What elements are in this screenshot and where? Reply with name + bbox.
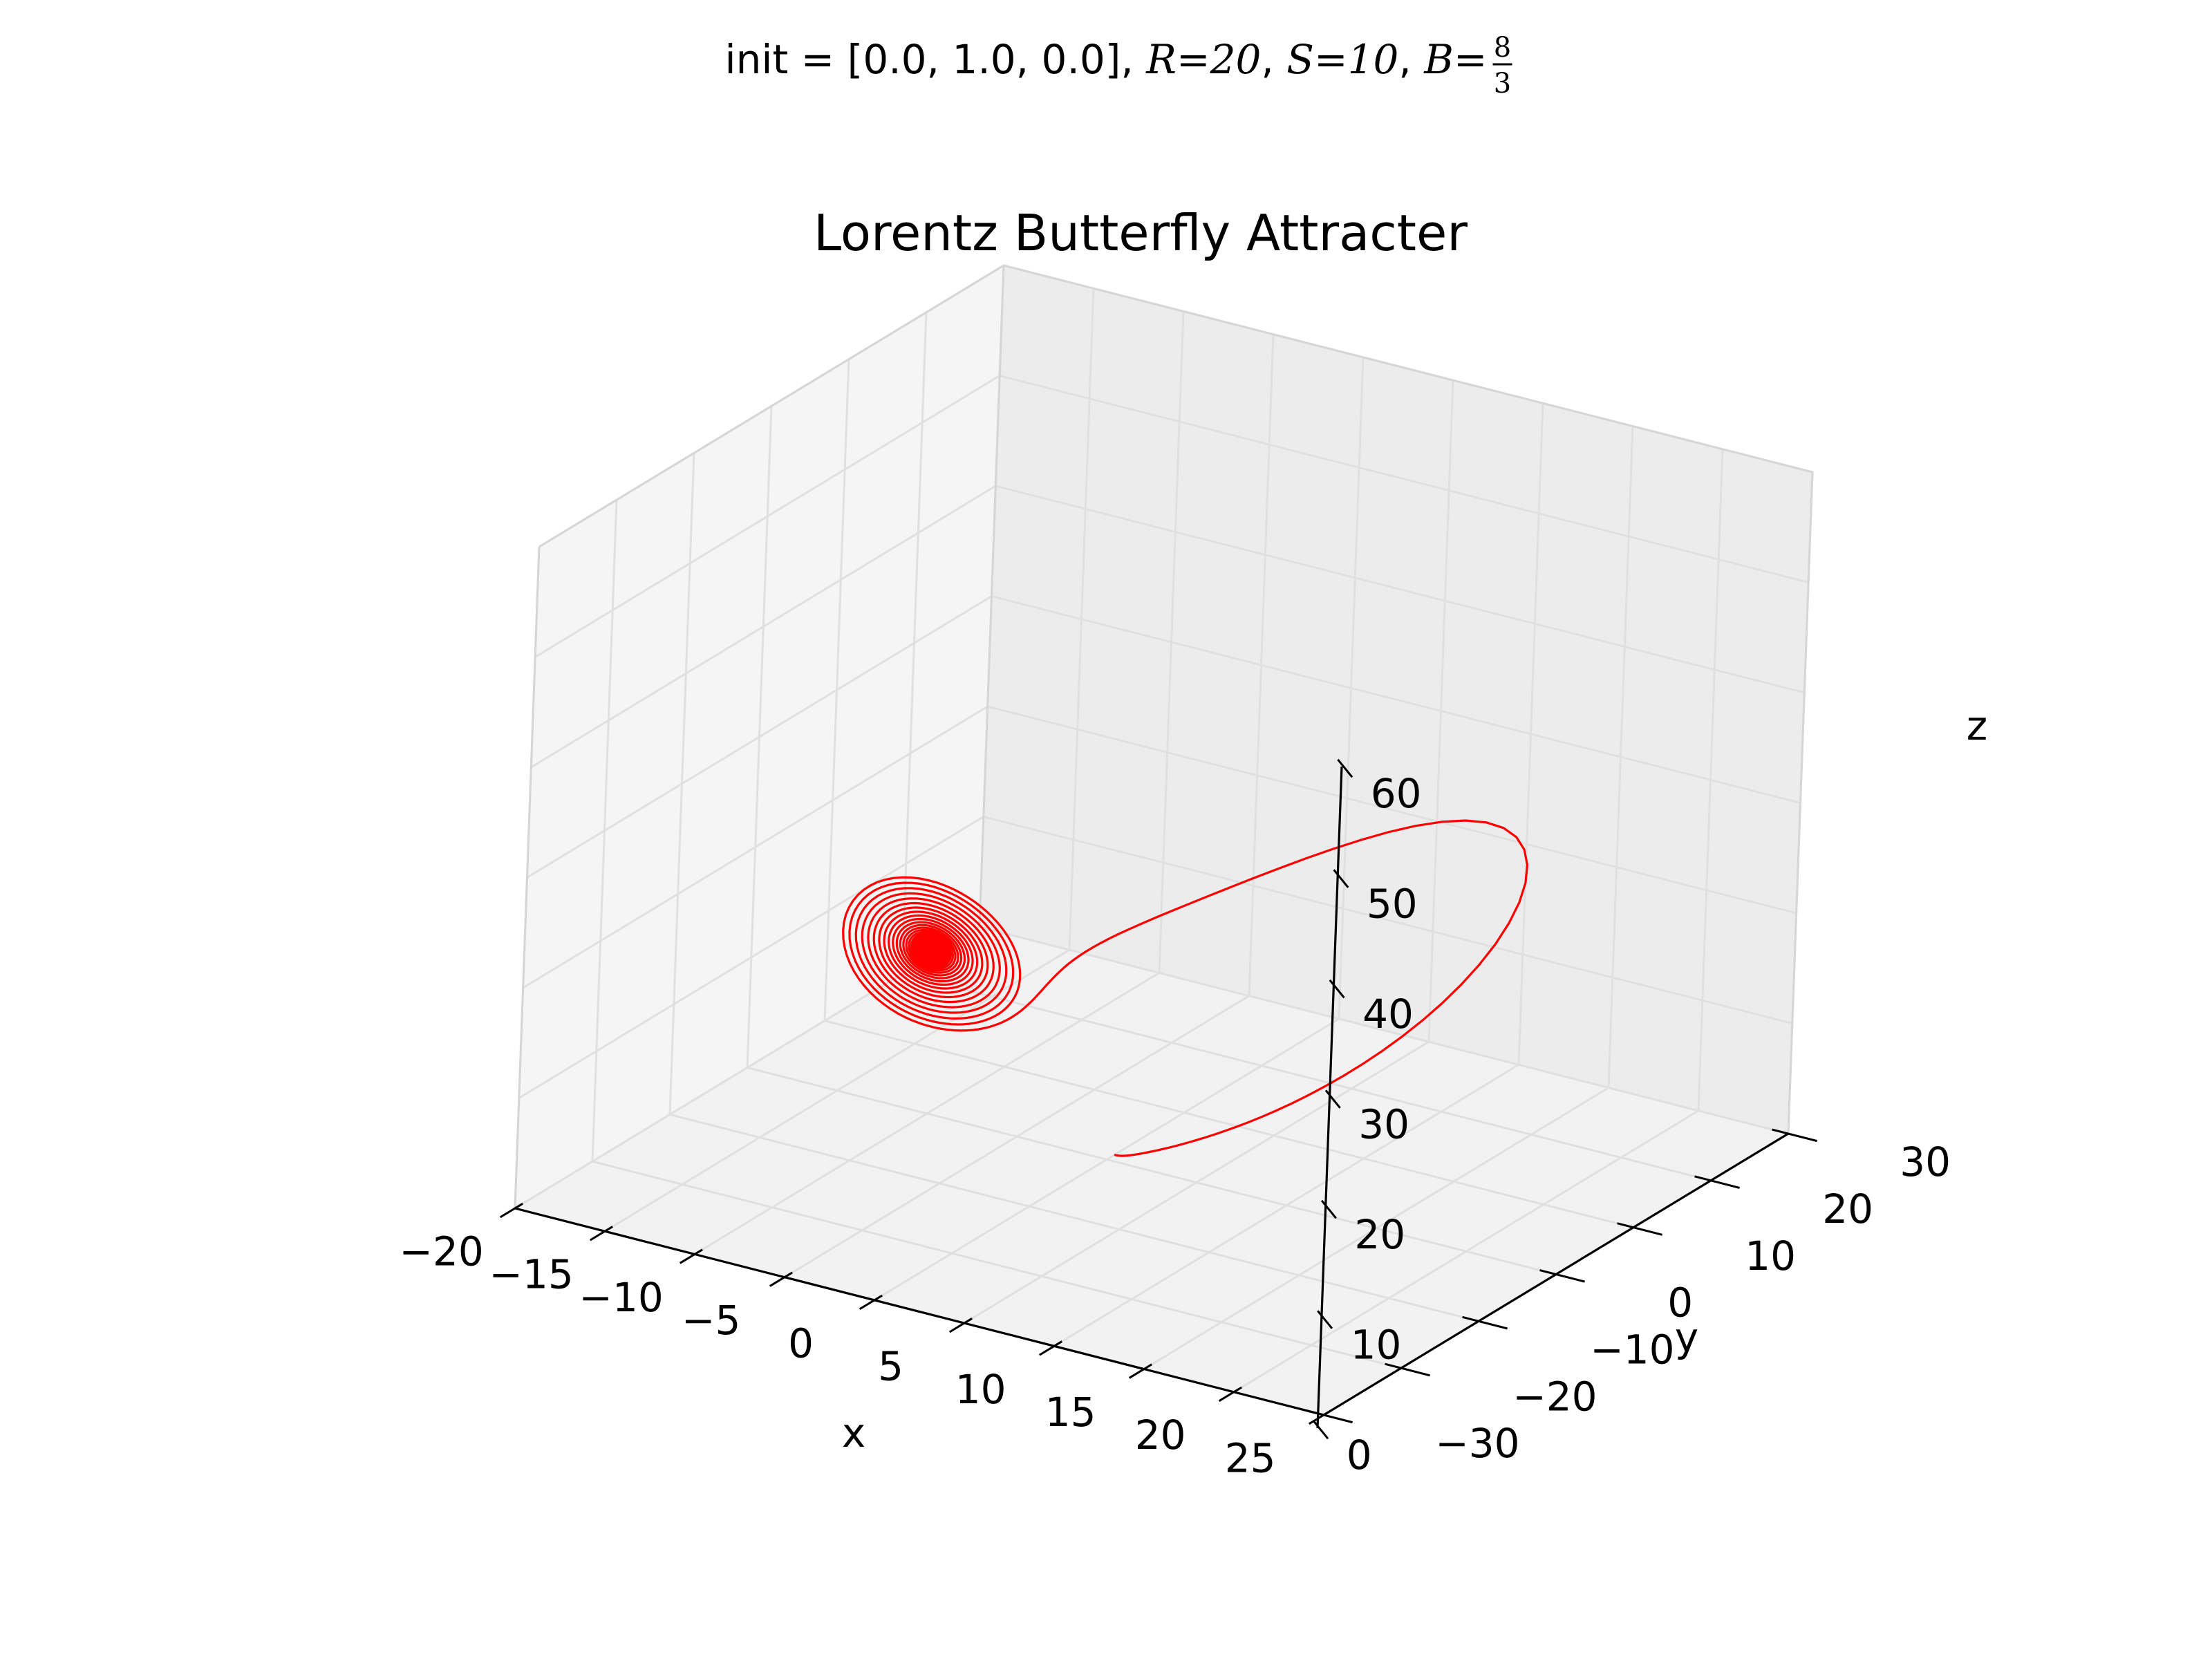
suptitle-r-symbol: R	[1145, 36, 1177, 83]
suptitle-s-symbol: S	[1286, 36, 1314, 83]
x-axis-label: x	[842, 1409, 865, 1456]
suptitle-b-fraction: 8 3	[1492, 32, 1512, 100]
y-tick-label: 30	[1900, 1138, 1951, 1185]
x-tick-label: 5	[878, 1343, 903, 1390]
x-tick-label: 20	[1135, 1412, 1186, 1459]
x-tick-label: −5	[682, 1297, 741, 1344]
x-tick	[679, 1248, 703, 1264]
z-axis-line	[1316, 766, 1343, 1428]
z-tick-label: 20	[1354, 1211, 1405, 1258]
y-tick-label: 0	[1667, 1280, 1693, 1327]
fraction-numerator: 8	[1494, 32, 1511, 64]
y-tick-label: −20	[1512, 1373, 1597, 1420]
fraction-denominator: 3	[1494, 68, 1511, 100]
y-tick	[1694, 1175, 1740, 1189]
lorenz-trajectory	[842, 819, 1529, 1157]
z-tick-label: 50	[1367, 880, 1418, 927]
x-tick-label: 15	[1045, 1389, 1096, 1436]
x-tick	[589, 1226, 613, 1241]
z-tick	[1320, 1199, 1337, 1219]
x-tick	[1128, 1363, 1152, 1379]
y-tick	[1539, 1269, 1585, 1283]
z-tick	[1317, 1310, 1333, 1329]
x-tick	[769, 1271, 793, 1287]
y-tick-label: −10	[1590, 1327, 1674, 1374]
axis-ticks: −20 −15 −10 −5 0 5 10 15 20 25 −30−20−100102030010…	[399, 758, 1951, 1481]
x-tick-label: 0	[788, 1320, 814, 1367]
x-tick-label: −10	[579, 1274, 663, 1321]
z-tick	[1329, 979, 1345, 999]
y-tick-label: −30	[1435, 1420, 1519, 1467]
z-tick	[1333, 869, 1349, 888]
pane-edge	[538, 264, 1814, 1134]
z-tick-label: 0	[1347, 1432, 1372, 1479]
x-tick	[1218, 1386, 1242, 1402]
y-axis-label: y	[1675, 1314, 1698, 1361]
x-tick-label: 25	[1225, 1434, 1276, 1481]
y-tick	[1385, 1362, 1430, 1377]
z-tick-label: 40	[1362, 991, 1414, 1038]
y-tick-label: 10	[1745, 1232, 1796, 1280]
z-tick-label: 60	[1371, 770, 1422, 817]
suptitle-b-symbol: B	[1423, 36, 1454, 83]
x-axis-line	[514, 1207, 1324, 1416]
chart-title: Lorentz Butterfly Attracter	[814, 204, 1468, 262]
pane-edge	[514, 546, 541, 1209]
z-axis-label: z	[1967, 702, 1987, 749]
axes-grid	[514, 264, 1814, 1416]
x-tick	[1308, 1409, 1332, 1425]
x-tick-label: −20	[399, 1228, 483, 1275]
y-tick	[1772, 1128, 1817, 1143]
figure-suptitle: init = [0.0, 1.0, 0.0], R=20, S=10, B=	[724, 36, 1487, 83]
x-tick	[948, 1318, 973, 1333]
x-tick	[1038, 1340, 1062, 1356]
y-tick	[1617, 1222, 1662, 1236]
trajectory-layer	[842, 819, 1529, 1157]
z-tick	[1313, 1420, 1329, 1440]
z-tick-label: 10	[1351, 1321, 1402, 1368]
suptitle-r-value: 20	[1210, 36, 1262, 83]
x-tick-label: 10	[955, 1366, 1006, 1413]
suptitle-s-value: 10	[1348, 36, 1399, 83]
y-tick	[1462, 1315, 1508, 1330]
y-tick	[1307, 1409, 1353, 1424]
z-tick-label: 30	[1358, 1100, 1409, 1147]
x-tick-label: −15	[489, 1251, 573, 1298]
x-tick	[499, 1202, 523, 1219]
pane-edge	[978, 265, 1005, 928]
x-tick	[859, 1294, 883, 1311]
z-tick	[1337, 758, 1353, 778]
suptitle-text: init = [0.0, 1.0, 0.0],	[724, 36, 1146, 83]
y-tick-label: 20	[1822, 1185, 1873, 1232]
z-tick	[1324, 1089, 1341, 1109]
